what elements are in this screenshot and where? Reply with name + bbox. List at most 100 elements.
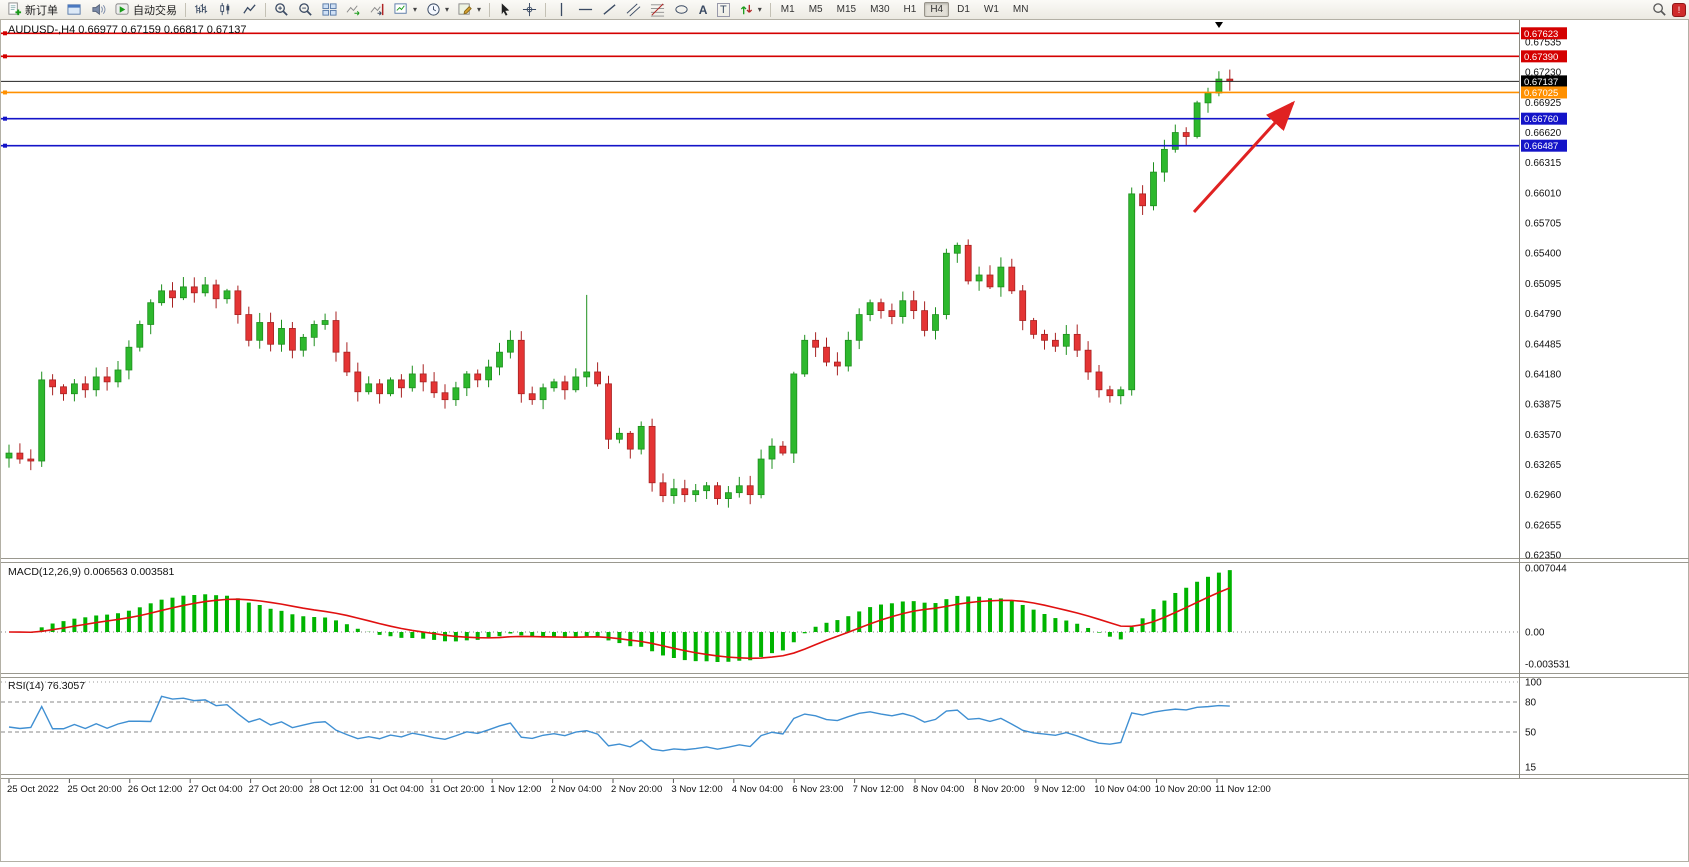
macd-axis-label: 0.007044 [1525,563,1567,574]
candle-body [506,339,514,353]
vertical-line-button[interactable] [550,1,573,19]
rsi-line [8,695,1230,752]
candle-body [5,452,13,459]
candle-body [1171,132,1179,150]
timeframe-button-M5[interactable]: M5 [808,4,823,15]
candle-body [1128,193,1136,391]
dropdown-arrow-icon: ▾ [477,5,482,14]
price-axis-label: 0.63265 [1525,460,1562,471]
candle-body [921,310,928,331]
candle-body [179,286,187,299]
line-chart-icon [242,2,257,17]
candle-body [365,383,373,393]
tile-windows-icon [322,2,337,17]
timeframe-button-H4[interactable]: H4 [924,2,950,17]
price-axis-label: 0.64790 [1525,309,1562,320]
timeframe-button-MN[interactable]: MN [1012,4,1029,15]
time-axis-label: 27 Oct 20:00 [249,784,303,795]
window-preview-button[interactable] [63,1,86,19]
period-button[interactable]: ▾ [422,1,453,19]
price-tag-label: 0.67623 [1524,29,1558,40]
price-axis-label: 0.64180 [1525,369,1562,380]
notification-badge-icon: ! [1677,4,1681,15]
dropdown-arrow-icon: ▾ [757,5,762,14]
candle-body [278,328,285,345]
cursor-button[interactable] [494,1,517,19]
current-bar-marker [1215,22,1223,28]
fibonacci-button[interactable] [646,1,669,19]
new-order-button[interactable]: 新订单 [3,1,62,19]
candle-body [888,310,896,317]
line-handle[interactable] [3,54,7,59]
line-handle[interactable] [3,116,7,121]
candle-body [310,324,318,338]
timeframe-button-M30[interactable]: M30 [870,4,890,15]
timeframe-button-H1[interactable]: H1 [903,4,917,15]
price-axis-label: 0.65705 [1525,219,1562,230]
candle-body [125,346,133,371]
auto-scroll-button[interactable] [342,1,365,19]
candle-body [1226,78,1234,82]
candle-body [735,485,743,494]
bar-chart-button[interactable] [190,1,213,19]
timeframe-button-M1[interactable]: M1 [780,4,795,15]
label-tool-button[interactable]: T [713,1,734,19]
price-tag-label: 0.66760 [1524,114,1558,125]
text-tool-button[interactable]: A [694,1,712,19]
time-axis-label: 31 Oct 20:00 [430,784,484,795]
shapes-button[interactable] [670,1,693,19]
rsi-axis-label: 80 [1525,698,1537,709]
line-handle[interactable] [3,31,7,36]
time-axis-label: 26 Oct 12:00 [128,784,182,795]
time-axis-label: 8 Nov 04:00 [913,784,964,795]
line-handle[interactable] [3,90,7,95]
arrows-tool-button[interactable]: ▾ [735,1,766,19]
candle-body [812,339,819,348]
macd-layer: 0.007044 0.00 -0.003531 [1,563,1570,671]
zoom-out-button[interactable] [294,1,317,19]
candle-body [681,488,689,496]
notification-badge[interactable]: ! [1672,2,1686,17]
channel-button[interactable] [622,1,645,19]
new-chart-button[interactable]: ▾ [390,1,421,19]
line-handle[interactable] [3,143,7,148]
candles-layer [5,69,1234,508]
search-icon [1652,2,1667,17]
timeframe-button-D1[interactable]: D1 [957,4,970,15]
templates-button[interactable]: ▾ [454,1,485,19]
time-axis-label: 27 Oct 04:00 [188,784,242,795]
time-axis[interactable]: 25 Oct 2022 25 Oct 20:00 26 Oct 12:00 27 Oc… [7,779,1271,795]
speaker-icon [91,2,106,17]
candle-body [714,485,721,500]
tile-windows-button[interactable] [318,1,341,19]
candle-body [877,302,885,312]
zoom-in-button[interactable] [270,1,293,19]
candle-body [1161,148,1168,173]
sound-alert-button[interactable] [87,1,110,19]
candlestick-chart-button[interactable] [214,1,237,19]
timeframe-button-M15[interactable]: M15 [836,4,857,15]
chart-shift-button[interactable] [366,1,389,19]
zoom-in-icon [274,2,289,17]
candlestick-chart-icon [218,2,233,17]
line-chart-button[interactable] [238,1,261,19]
candle-body [419,373,427,383]
auto-trading-button[interactable]: 自动交易 [111,1,181,19]
horizontal-line-button[interactable] [574,1,597,19]
vertical-line-icon [554,2,569,17]
price-tag-box [1521,27,1567,40]
candle-body [899,300,907,317]
crosshair-button[interactable] [518,1,541,19]
candle-body [92,376,100,391]
rsi-axis-label: 100 [1525,678,1542,689]
search-button[interactable] [1648,1,1671,19]
trendline-button[interactable] [598,1,621,19]
dropdown-arrow-icon: ▾ [413,5,418,14]
candle-body [844,339,852,367]
price-axis-label: 0.63875 [1525,400,1562,411]
candle-body [485,366,493,381]
timeframe-button-W1[interactable]: W1 [983,4,999,15]
trend-arrow-annotation[interactable] [1192,100,1296,214]
candle-body [387,379,394,395]
chart-canvas[interactable]: 0.67535 0.67230 0.66925 0.66620 0.66315 0.660… [1,20,1689,862]
